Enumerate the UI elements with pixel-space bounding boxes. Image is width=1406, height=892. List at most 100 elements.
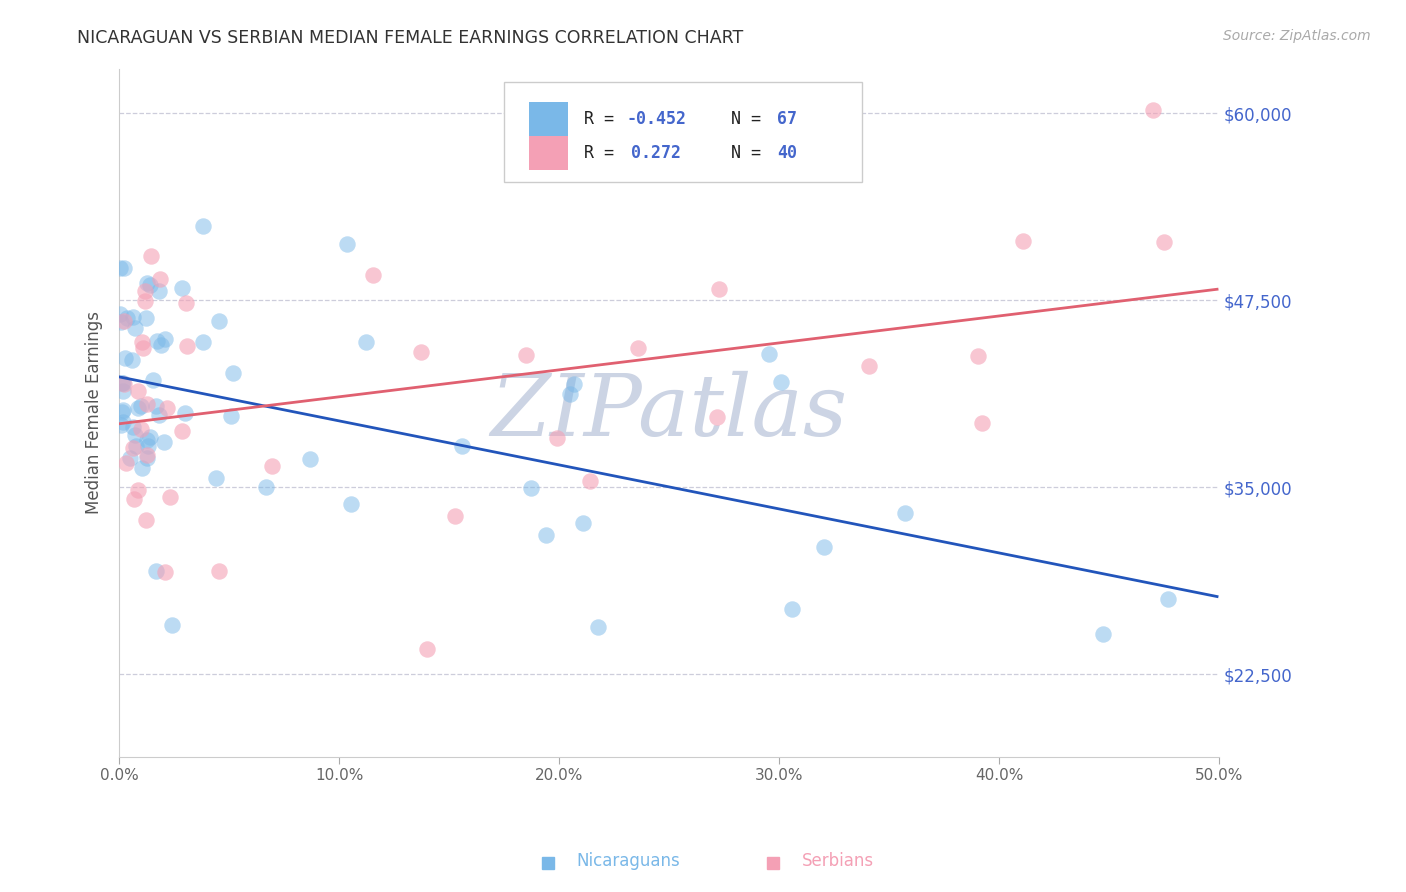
Point bbox=[159, 490, 181, 504]
Point bbox=[122, 491, 145, 506]
Point bbox=[136, 450, 159, 465]
Point bbox=[115, 456, 138, 470]
Point bbox=[146, 334, 169, 348]
Point bbox=[758, 347, 780, 361]
Point bbox=[627, 341, 650, 355]
Point bbox=[298, 452, 321, 467]
Text: Source: ZipAtlas.com: Source: ZipAtlas.com bbox=[1223, 29, 1371, 44]
Point bbox=[578, 475, 600, 489]
Point bbox=[141, 249, 163, 263]
Point bbox=[132, 341, 155, 355]
Point bbox=[129, 422, 152, 436]
Point bbox=[571, 516, 593, 530]
Point bbox=[110, 418, 132, 433]
Text: Serbians: Serbians bbox=[801, 852, 873, 870]
Point bbox=[124, 321, 146, 335]
Point bbox=[136, 276, 159, 290]
Point bbox=[114, 351, 136, 366]
Point bbox=[118, 450, 141, 465]
Point bbox=[135, 310, 157, 325]
Point bbox=[416, 642, 439, 657]
Point bbox=[780, 602, 803, 616]
Text: 40: 40 bbox=[778, 145, 797, 162]
Text: NICARAGUAN VS SERBIAN MEDIAN FEMALE EARNINGS CORRELATION CHART: NICARAGUAN VS SERBIAN MEDIAN FEMALE EARN… bbox=[77, 29, 744, 47]
Point bbox=[149, 272, 172, 286]
Point bbox=[145, 565, 167, 579]
Point bbox=[546, 431, 568, 445]
Text: ZIPatlas: ZIPatlas bbox=[491, 371, 848, 454]
Point bbox=[966, 349, 988, 363]
Point bbox=[135, 397, 157, 411]
Point bbox=[153, 434, 176, 449]
Point bbox=[124, 428, 146, 442]
Point bbox=[972, 416, 994, 430]
Point bbox=[148, 284, 170, 298]
Point bbox=[111, 384, 134, 398]
Point bbox=[135, 434, 157, 448]
Text: N =: N = bbox=[711, 110, 770, 128]
Point bbox=[193, 334, 215, 349]
Point bbox=[134, 284, 156, 298]
Point bbox=[1157, 591, 1180, 606]
Point bbox=[149, 337, 172, 351]
Text: Nicaraguans: Nicaraguans bbox=[576, 852, 681, 870]
Point bbox=[138, 430, 160, 444]
Point bbox=[115, 311, 138, 326]
Point bbox=[813, 540, 835, 554]
Point bbox=[122, 442, 145, 456]
Point bbox=[136, 439, 159, 453]
Point bbox=[1153, 235, 1175, 249]
Point bbox=[560, 387, 582, 401]
Point bbox=[170, 281, 193, 295]
Point bbox=[536, 528, 558, 542]
Point bbox=[858, 359, 880, 373]
Point bbox=[1092, 627, 1115, 641]
Point bbox=[769, 375, 792, 389]
Point bbox=[127, 384, 149, 398]
Point bbox=[122, 420, 145, 434]
Point bbox=[1142, 103, 1164, 118]
Point bbox=[135, 512, 157, 526]
Point bbox=[142, 373, 165, 387]
Point bbox=[162, 618, 184, 632]
Point bbox=[254, 480, 277, 494]
Point bbox=[156, 401, 179, 415]
Point bbox=[191, 219, 214, 234]
FancyBboxPatch shape bbox=[505, 82, 862, 182]
Point bbox=[111, 416, 134, 430]
Point bbox=[173, 406, 195, 420]
Point bbox=[336, 237, 359, 252]
Point bbox=[515, 347, 537, 361]
Point bbox=[122, 310, 145, 325]
Point bbox=[520, 481, 543, 495]
Point bbox=[174, 295, 197, 310]
Point bbox=[111, 405, 134, 419]
Point bbox=[108, 307, 131, 321]
Point bbox=[222, 366, 245, 380]
Point bbox=[136, 448, 159, 462]
Point bbox=[340, 497, 363, 511]
FancyBboxPatch shape bbox=[530, 136, 568, 170]
Point bbox=[208, 314, 231, 328]
Point bbox=[155, 566, 177, 580]
Point bbox=[208, 565, 231, 579]
Point bbox=[129, 400, 152, 414]
Point bbox=[894, 506, 917, 520]
Point bbox=[110, 315, 132, 329]
Y-axis label: Median Female Earnings: Median Female Earnings bbox=[86, 311, 103, 514]
Point bbox=[444, 508, 467, 523]
Point bbox=[127, 483, 149, 497]
Text: R =: R = bbox=[585, 145, 634, 162]
Point bbox=[127, 401, 149, 415]
Point bbox=[260, 458, 283, 473]
Point bbox=[176, 339, 198, 353]
Text: -0.452: -0.452 bbox=[626, 110, 686, 128]
FancyBboxPatch shape bbox=[530, 102, 568, 136]
Point bbox=[356, 335, 378, 350]
Point bbox=[363, 268, 385, 282]
Point bbox=[586, 620, 609, 634]
Point bbox=[112, 314, 135, 328]
Point bbox=[134, 293, 156, 308]
Point bbox=[112, 260, 135, 275]
Point bbox=[153, 332, 176, 346]
